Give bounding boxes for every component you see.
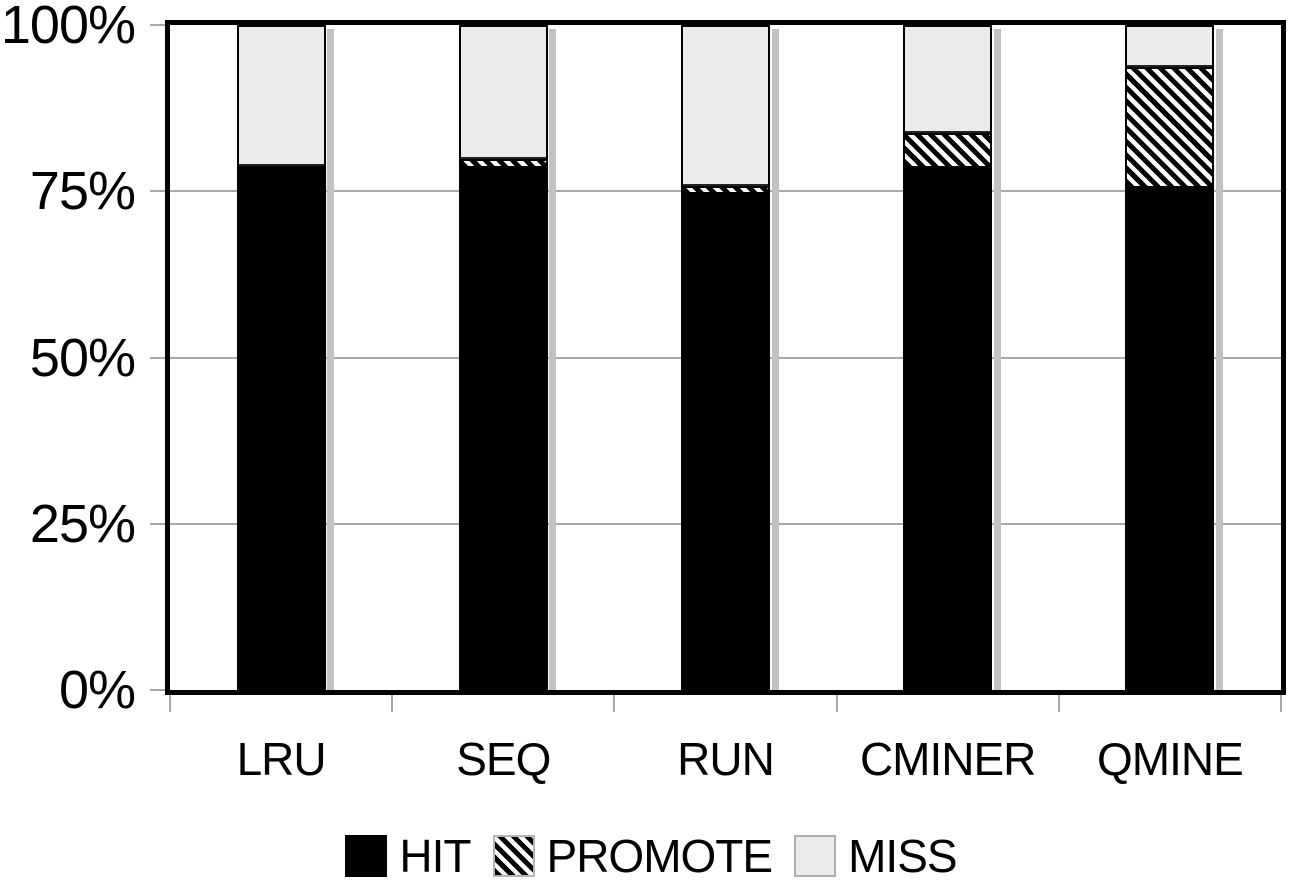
bar-run	[681, 25, 770, 690]
legend-item-miss: MISS	[794, 830, 958, 882]
y-tick-50	[150, 356, 165, 359]
bar-shadow-seq	[549, 29, 557, 690]
bar-shadow-run	[771, 29, 779, 690]
bar-qmine-hit-segment	[1127, 185, 1213, 688]
x-axis-label-run: RUN	[677, 733, 775, 785]
bar-run-hit-segment	[683, 192, 768, 688]
bar-cminer-miss-segment	[905, 27, 991, 133]
y-axis-label-50: 50%	[29, 327, 136, 388]
y-axis-label-100: 100%	[0, 0, 136, 55]
x-axis-label-lru: LRU	[236, 733, 327, 785]
x-axis-label-seq: SEQ	[456, 733, 551, 785]
legend-item-hit: HIT	[345, 830, 472, 882]
legend-swatch-hit-icon	[345, 835, 388, 877]
x-tick-0	[169, 695, 171, 712]
bar-run-miss-segment	[683, 27, 768, 186]
bar-lru	[236, 25, 326, 690]
bar-cminer	[903, 25, 993, 690]
bar-seq-miss-segment	[460, 27, 546, 160]
legend-label-promote: PROMOTE	[546, 830, 774, 882]
bar-lru-hit-segment	[238, 165, 324, 688]
y-tick-0	[150, 689, 165, 691]
bar-shadow-lru	[327, 29, 335, 690]
bar-seq	[458, 25, 548, 690]
y-axis-label-25: 25%	[29, 493, 136, 554]
y-tick-100	[150, 24, 165, 26]
legend: HIT PROMOTE MISS	[0, 832, 1302, 880]
x-tick-4	[1057, 695, 1060, 712]
bar-shadow-qmine	[1215, 29, 1223, 690]
bar-seq-promote-segment	[460, 159, 546, 166]
y-tick-75	[150, 190, 165, 193]
y-axis-label-0: 0%	[58, 660, 136, 720]
bar-shadow-cminer	[993, 29, 1001, 690]
bar-lru-miss-segment	[238, 27, 324, 166]
legend-label-miss: MISS	[848, 830, 957, 882]
legend-label-hit: HIT	[399, 830, 471, 882]
legend-swatch-miss-icon	[794, 835, 837, 877]
bar-cminer-promote-segment	[905, 132, 991, 166]
bar-qmine-miss-segment	[1127, 27, 1213, 67]
x-tick-5	[1280, 695, 1282, 712]
legend-item-promote: PROMOTE	[492, 830, 774, 882]
bar-seq-hit-segment	[460, 165, 546, 688]
y-tick-25	[150, 522, 165, 525]
x-axis-label-cminer: CMINER	[859, 733, 1036, 785]
plot-area	[150, 20, 1286, 712]
x-tick-2	[613, 695, 616, 712]
bar-cminer-hit-segment	[905, 165, 991, 688]
legend-swatch-promote-icon	[492, 835, 535, 877]
bar-qmine	[1125, 25, 1215, 690]
x-tick-3	[835, 695, 838, 712]
y-axis-label-75: 75%	[29, 161, 136, 222]
bar-run-promote-segment	[683, 185, 768, 193]
bar-qmine-promote-segment	[1127, 66, 1213, 186]
x-axis-label-qmine: QMINE	[1097, 733, 1244, 785]
x-tick-1	[391, 695, 394, 712]
